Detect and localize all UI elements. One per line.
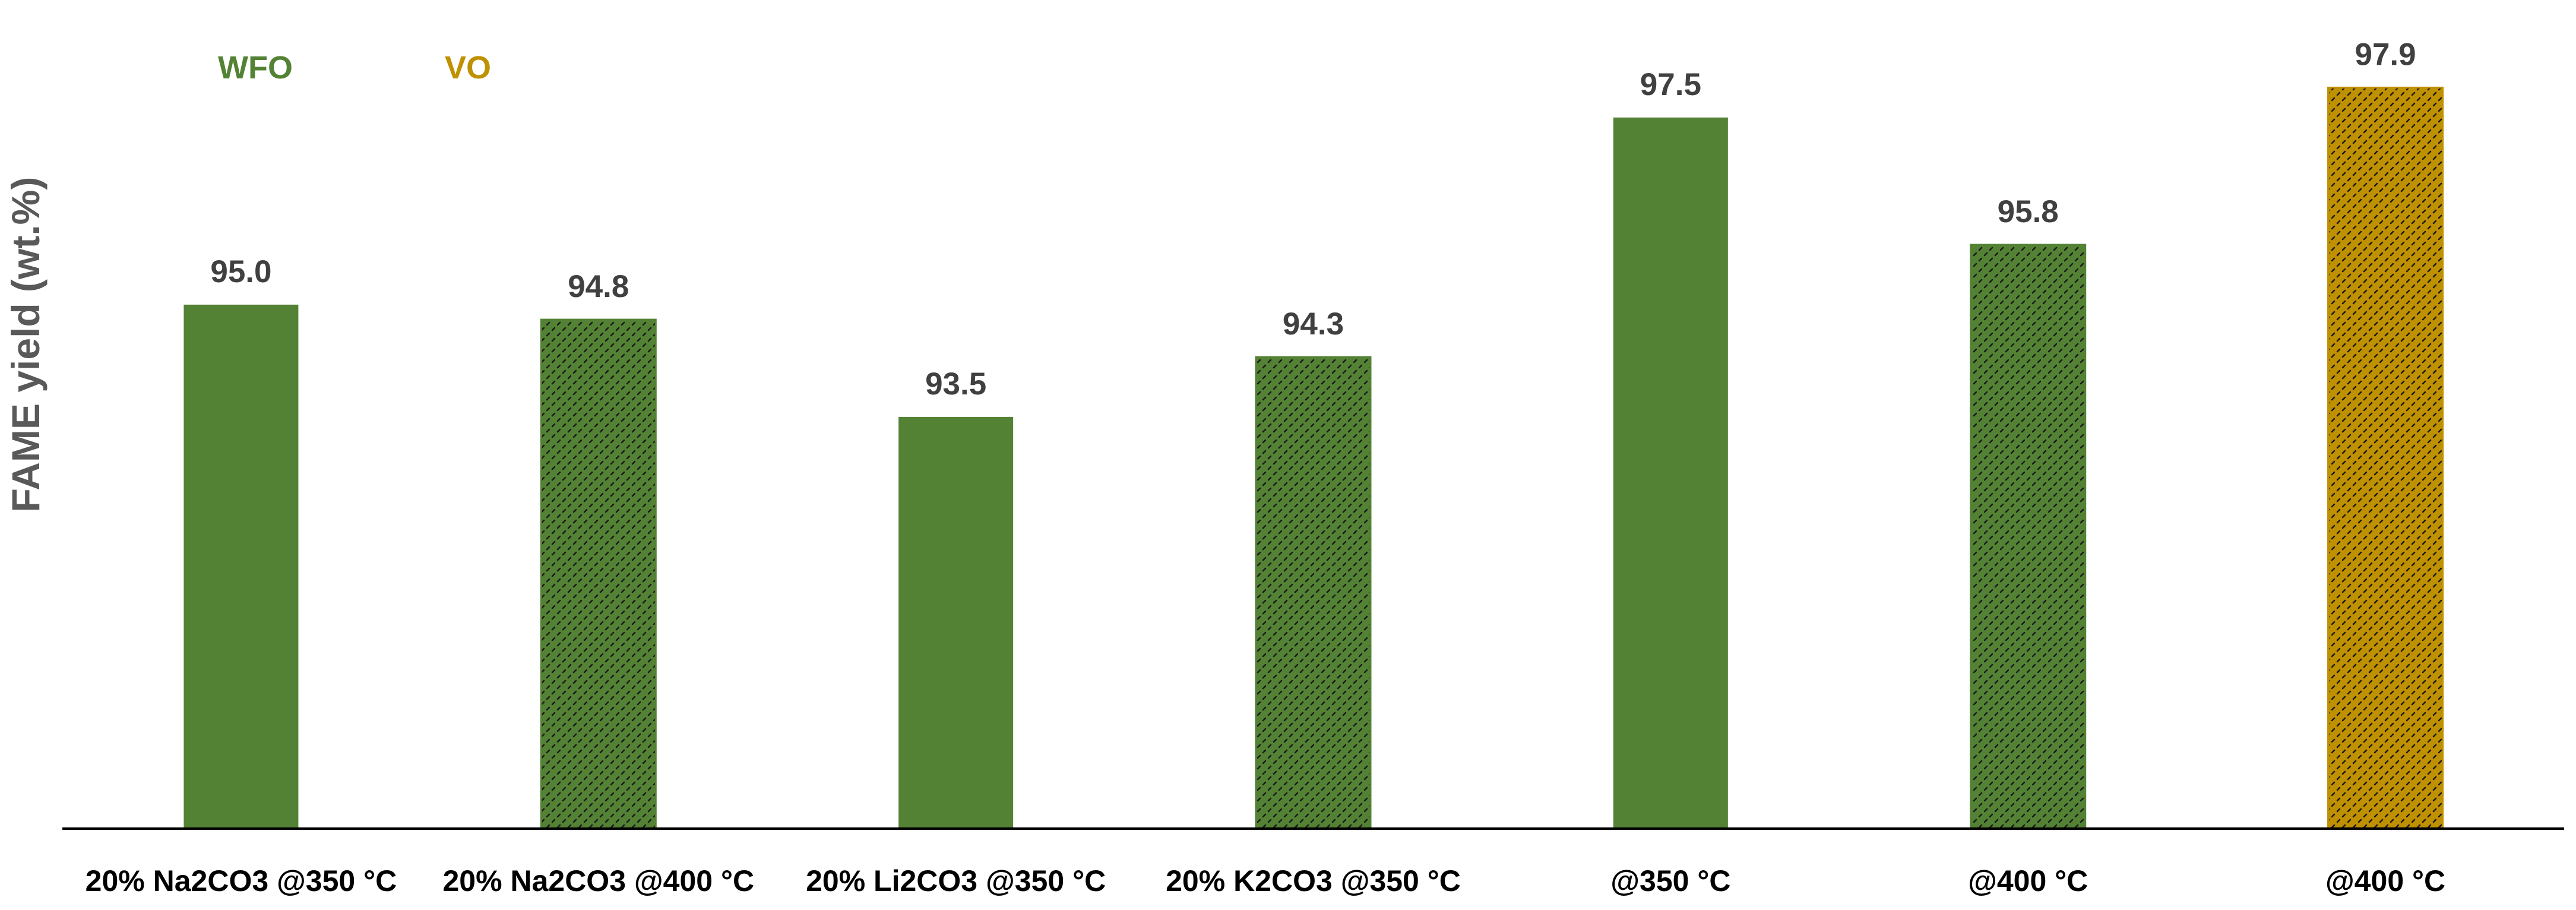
x-tick-label: @350 °C xyxy=(1610,864,1730,898)
bar xyxy=(1613,117,1728,829)
x-tick-label: @400 °C xyxy=(1968,864,2088,898)
x-tick-label: 20% Na2CO3 @350 °C xyxy=(86,864,397,898)
x-tick-label: 20% K2CO3 @350 °C xyxy=(1166,864,1461,898)
bar xyxy=(898,416,1014,829)
bar xyxy=(1970,244,2087,830)
bar-value-label: 95.0 xyxy=(210,254,271,289)
x-tick-label: 20% Li2CO3 @350 °C xyxy=(806,864,1106,898)
bar-value-label: 97.9 xyxy=(2355,37,2416,72)
bar-value-label: 94.3 xyxy=(1283,307,1344,342)
legend-label-wfo: WFO xyxy=(218,50,293,86)
bar xyxy=(1255,356,1372,830)
bar-value-label: 95.8 xyxy=(1998,194,2059,229)
bar-value-label: 94.8 xyxy=(568,269,629,304)
bar xyxy=(2327,86,2444,830)
bar xyxy=(183,304,299,829)
bar-value-label: 97.5 xyxy=(1640,67,1701,102)
bar xyxy=(540,318,657,830)
x-tick-label: @400 °C xyxy=(2325,864,2445,898)
y-axis-title: FAME yield (wt.%) xyxy=(4,177,48,513)
x-tick-label: 20% Na2CO3 @400 °C xyxy=(443,864,755,898)
legend-label-vo: VO xyxy=(445,50,491,86)
bar-value-label: 93.5 xyxy=(925,366,986,402)
